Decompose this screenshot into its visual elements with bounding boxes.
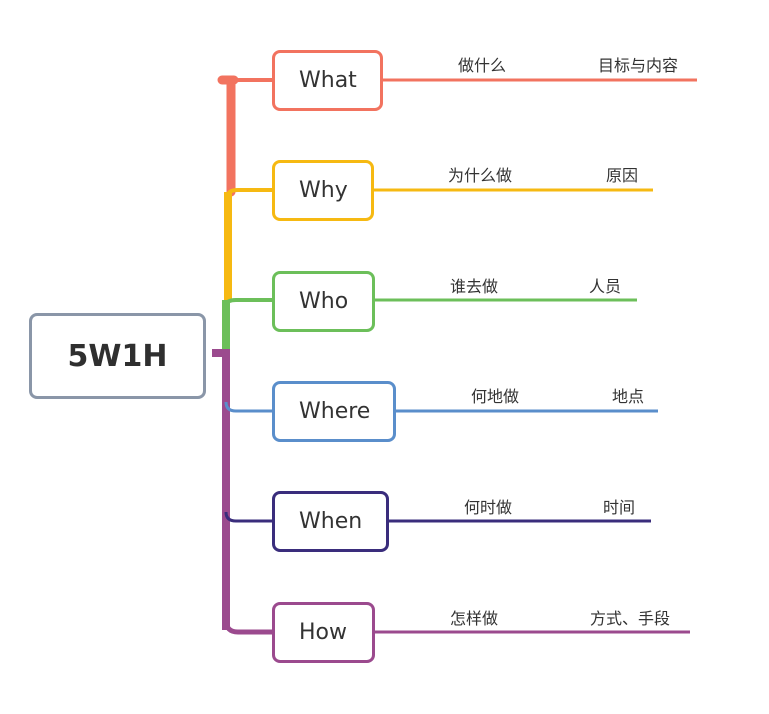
question-where: 何地做 (471, 387, 520, 406)
answer-how: 方式、手段 (590, 609, 671, 628)
node-why[interactable]: Why (272, 160, 374, 221)
link-who (224, 298, 273, 307)
node-how[interactable]: How (272, 602, 375, 663)
answer-what: 目标与内容 (598, 56, 679, 75)
node-where[interactable]: Where (272, 381, 396, 442)
question-when: 何时做 (464, 498, 513, 517)
answer-where: 地点 (612, 387, 645, 406)
trunk-what (217, 75, 239, 197)
node-what[interactable]: What (272, 50, 383, 111)
trunk-lower (212, 349, 230, 630)
question-who: 谁去做 (450, 277, 499, 296)
question-what: 做什么 (458, 56, 507, 75)
question-why: 为什么做 (448, 166, 513, 185)
link-when (224, 511, 273, 523)
node-who[interactable]: Who (272, 271, 375, 332)
link-where (224, 401, 273, 413)
link-how (223, 619, 273, 635)
question-how: 怎样做 (450, 609, 499, 628)
root-node[interactable]: 5W1H (29, 313, 206, 399)
node-when[interactable]: When (272, 491, 389, 552)
link-why (226, 188, 273, 197)
answer-who: 人员 (589, 277, 622, 296)
link-what (228, 78, 273, 84)
answer-why: 原因 (606, 166, 639, 185)
answer-when: 时间 (603, 498, 636, 517)
